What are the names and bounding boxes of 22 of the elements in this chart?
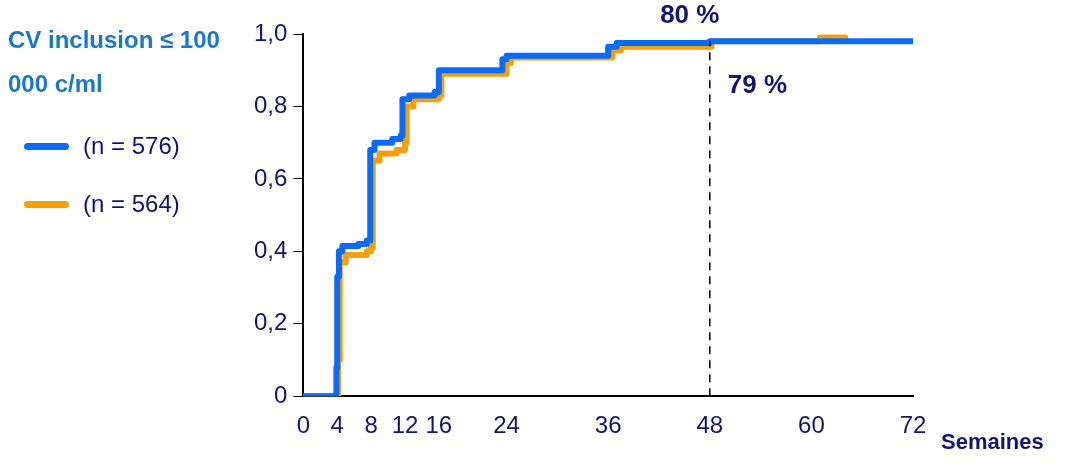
x-tick-label: 60 [798, 411, 825, 439]
legend-label: (n = 576) [83, 132, 180, 160]
x-tick-label: 36 [594, 411, 622, 439]
legend-title: CV inclusion ≤ 100 000 c/ml [8, 25, 221, 99]
y-tick-label: 0,2 [253, 308, 288, 336]
x-tick-label: 12 [391, 411, 419, 439]
y-tick-label: 1,0 [253, 18, 288, 46]
annotation: 79 % [727, 69, 788, 100]
x-axis-title: Semaines [941, 429, 1044, 455]
x-tick-label: 16 [425, 411, 453, 439]
text: 80 % [660, 0, 720, 30]
x-tick-label: 8 [364, 411, 378, 439]
x-tick-label: 72 [899, 411, 927, 439]
y-tick-label: 0,8 [253, 91, 288, 119]
y-tick-label: 0,6 [253, 163, 288, 191]
x-tick-label: 4 [330, 411, 344, 439]
x-tick-label: 0 [296, 411, 311, 439]
x-tick-label: 24 [493, 411, 520, 439]
legend-label: (n = 564) [83, 190, 180, 218]
y-tick-label: 0 [274, 380, 288, 408]
x-tick-label: 48 [696, 411, 724, 439]
y-tick-label: 0,4 [253, 235, 288, 263]
